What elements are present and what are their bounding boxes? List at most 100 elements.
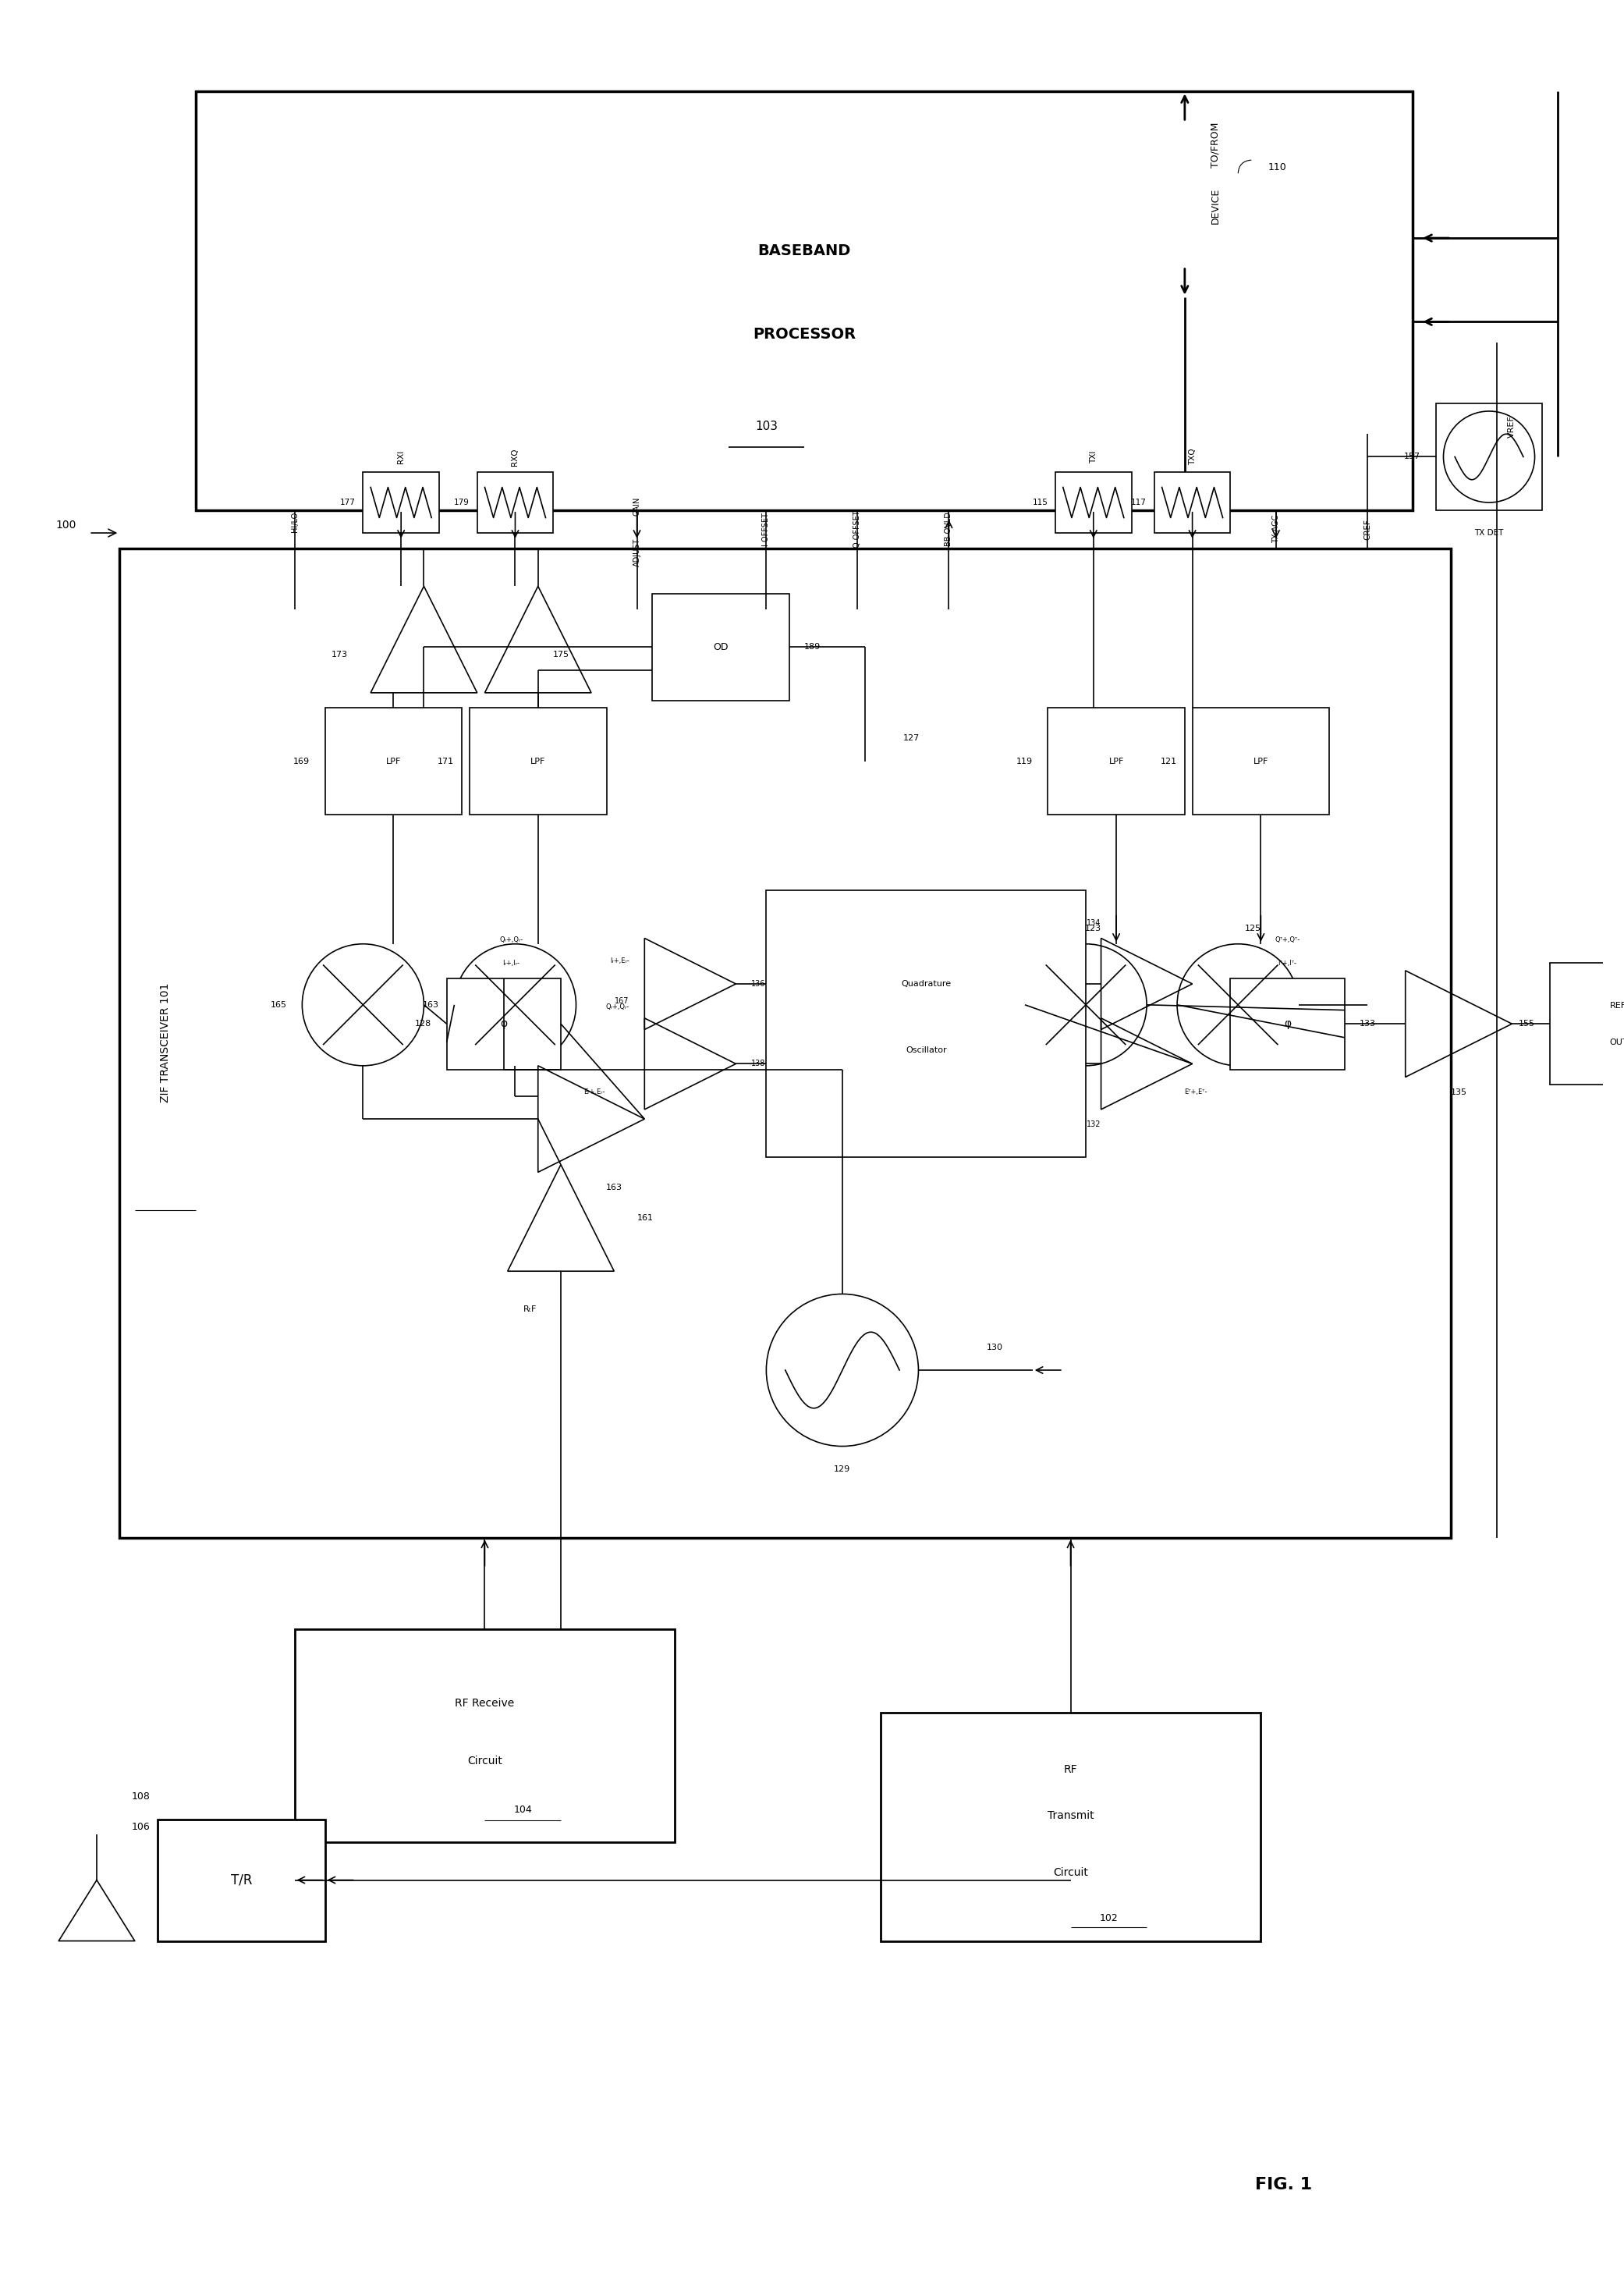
Text: 189: 189 [804,644,820,651]
Text: Transmit: Transmit [1047,1809,1095,1821]
Text: φ: φ [1285,1017,1291,1029]
Text: BASEBAND: BASEBAND [758,244,851,257]
Text: 125: 125 [1246,924,1262,933]
Text: RXI: RXI [398,451,404,464]
Text: 179: 179 [455,498,469,505]
Text: 163: 163 [422,1001,438,1008]
Bar [158,1819,325,1941]
Text: 102: 102 [1099,1914,1117,1923]
Text: REF: REF [1609,1001,1624,1011]
Text: 167: 167 [615,997,630,1006]
Text: 110: 110 [1268,162,1286,173]
Bar [1047,708,1186,815]
Text: 165: 165 [271,1001,287,1008]
Bar [1056,471,1132,533]
Bar [653,594,789,701]
Text: TX DET: TX DET [1475,528,1504,537]
Text: 169: 169 [294,758,310,765]
Text: RXQ: RXQ [512,448,520,467]
Text: 108: 108 [132,1791,149,1800]
Bar [120,549,1450,1539]
Text: OUT: OUT [1609,1038,1624,1047]
Text: 129: 129 [835,1466,851,1473]
Text: HI/LO: HI/LO [291,512,299,533]
Text: Qᵀ+,Qᵀ-: Qᵀ+,Qᵀ- [1275,938,1301,945]
Text: 163: 163 [606,1184,622,1190]
Bar [767,890,1086,1156]
Bar [447,979,560,1070]
Text: RₜF: RₜF [523,1306,538,1313]
Text: 133: 133 [1359,1020,1376,1029]
Text: 128: 128 [414,1020,432,1029]
Text: PROCESSOR: PROCESSOR [754,328,856,341]
Text: 134: 134 [1086,920,1101,926]
Text: TXQ: TXQ [1189,448,1197,464]
Bar [1436,403,1543,510]
Text: Iᵣ+,Eᵣ-: Iᵣ+,Eᵣ- [611,958,630,965]
Text: Iᵣ+,Iᵣ-: Iᵣ+,Iᵣ- [503,960,520,967]
Text: RF Receive: RF Receive [455,1698,515,1709]
Text: 127: 127 [903,735,919,742]
Text: RF: RF [1064,1764,1077,1775]
Text: VREF: VREF [1509,414,1515,437]
Bar [1231,979,1345,1070]
Text: OD: OD [713,642,728,653]
Text: LPF: LPF [1254,758,1268,765]
Text: 135: 135 [1450,1088,1466,1097]
Bar [364,471,438,533]
Text: 136: 136 [750,981,765,988]
Text: TXI: TXI [1090,451,1098,464]
Text: Iᵀ+,Iᵀ-: Iᵀ+,Iᵀ- [1278,960,1298,967]
Text: TO/FROM: TO/FROM [1210,123,1220,168]
Text: 175: 175 [554,651,570,658]
Text: 115: 115 [1033,498,1047,505]
Text: TX AGC: TX AGC [1272,514,1280,544]
Text: 161: 161 [637,1213,653,1222]
Text: φ: φ [500,1017,507,1029]
Text: 177: 177 [339,498,356,505]
Text: Circuit: Circuit [1052,1866,1088,1878]
Bar [469,708,606,815]
Text: FIG. 1: FIG. 1 [1255,2176,1312,2192]
Bar [1549,963,1624,1086]
Text: GAIN: GAIN [633,496,641,517]
Text: LPF: LPF [1109,758,1124,765]
Text: Oscillator: Oscillator [906,1047,947,1054]
Text: CREF: CREF [1364,519,1371,539]
Text: DEVICE: DEVICE [1210,187,1220,223]
Text: BB OVLD: BB OVLD [945,512,953,546]
Bar [294,1630,676,1841]
Text: 103: 103 [755,421,778,432]
Text: LPF: LPF [387,758,401,765]
Bar [1155,471,1231,533]
Text: Qᵣ+,Qᵣ-: Qᵣ+,Qᵣ- [606,1004,630,1011]
Bar [477,471,554,533]
Text: ZIF TRANSCEIVER 101: ZIF TRANSCEIVER 101 [159,983,171,1102]
Text: 104: 104 [513,1805,533,1814]
Text: T/R: T/R [231,1873,252,1887]
Text: 117: 117 [1132,498,1147,505]
Text: Qᵣ+,Qᵣ-: Qᵣ+,Qᵣ- [500,938,523,945]
Text: 121: 121 [1161,758,1177,765]
Text: 123: 123 [1085,924,1101,933]
Text: 106: 106 [132,1821,149,1832]
Text: 132: 132 [1086,1120,1101,1129]
Text: Eᵀ+,Eᵀ-: Eᵀ+,Eᵀ- [1184,1088,1208,1095]
Text: ADJUST: ADJUST [633,537,641,567]
Text: I OFFSET: I OFFSET [762,512,770,546]
Text: 138: 138 [750,1061,765,1067]
Text: 171: 171 [438,758,455,765]
Text: Circuit: Circuit [468,1755,502,1766]
Text: 119: 119 [1017,758,1033,765]
Text: Quadrature: Quadrature [901,981,952,988]
Text: 100: 100 [55,519,76,530]
Text: 130: 130 [986,1343,1002,1352]
Text: 157: 157 [1405,453,1421,460]
Text: LPF: LPF [531,758,546,765]
Bar [325,708,461,815]
Bar [880,1712,1260,1941]
Text: 173: 173 [331,651,348,658]
Bar [195,91,1413,510]
Text: Eᵣ+,Eᵣ-: Eᵣ+,Eᵣ- [583,1088,606,1095]
Bar [1192,708,1330,815]
